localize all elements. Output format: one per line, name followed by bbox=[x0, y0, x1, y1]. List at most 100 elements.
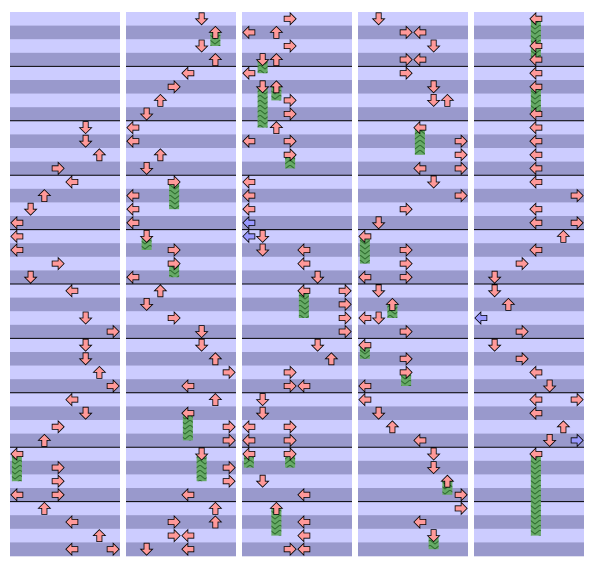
arrow-note bbox=[542, 379, 557, 393]
beat-stripe bbox=[358, 515, 468, 530]
arrow-note bbox=[269, 501, 284, 515]
beat-stripe bbox=[474, 148, 584, 162]
beat-stripe bbox=[474, 338, 584, 353]
arrow-note bbox=[358, 229, 372, 244]
beat-stripe bbox=[358, 134, 468, 149]
beat-stripe bbox=[10, 474, 120, 489]
arrow-note bbox=[487, 270, 502, 284]
beat-stripe bbox=[242, 297, 352, 312]
arrow-note bbox=[454, 501, 468, 516]
beat-stripe bbox=[126, 542, 236, 557]
beat-stripe bbox=[126, 107, 236, 122]
beat-stripe bbox=[242, 324, 352, 339]
beat-stripe bbox=[358, 311, 468, 326]
arrow-note bbox=[529, 79, 543, 94]
beat-stripe bbox=[126, 447, 236, 462]
arrow-note bbox=[529, 365, 543, 380]
hold-chevrons bbox=[530, 454, 541, 536]
beat-stripe bbox=[474, 501, 584, 516]
arrow-note bbox=[529, 52, 543, 67]
arrow-note bbox=[297, 542, 311, 557]
beat-stripe bbox=[474, 474, 584, 489]
arrow-note bbox=[283, 93, 297, 108]
arrow-note bbox=[399, 243, 413, 257]
beat-stripe bbox=[474, 379, 584, 394]
hold-chevrons bbox=[359, 345, 370, 359]
arrow-note bbox=[283, 107, 297, 121]
beat-stripe bbox=[242, 365, 352, 380]
beat-stripe bbox=[358, 433, 468, 448]
beat-stripe bbox=[242, 229, 352, 244]
arrow-note bbox=[208, 501, 223, 515]
arrow-note bbox=[283, 447, 297, 461]
arrow-note bbox=[242, 433, 256, 448]
arrow-note bbox=[181, 487, 195, 502]
panel bbox=[242, 11, 352, 557]
beat-stripe bbox=[474, 460, 584, 475]
arrow-note bbox=[454, 487, 468, 502]
beat-stripe bbox=[10, 52, 120, 67]
beat-stripe bbox=[474, 25, 584, 40]
beat-stripe bbox=[474, 433, 584, 448]
arrow-note bbox=[167, 311, 181, 325]
panel bbox=[358, 12, 468, 557]
beat-stripe bbox=[358, 229, 468, 244]
arrow-note bbox=[181, 542, 195, 557]
hold-chevrons bbox=[359, 236, 370, 264]
arrow-note bbox=[297, 243, 311, 257]
arrow-note bbox=[399, 351, 413, 366]
arrow-note bbox=[358, 270, 372, 285]
arrow-note bbox=[426, 94, 441, 107]
arrow-note bbox=[51, 161, 65, 176]
beat-stripe bbox=[10, 270, 120, 285]
beat-stripe bbox=[242, 202, 352, 217]
beat-stripe bbox=[10, 66, 120, 81]
hold-chevrons bbox=[243, 454, 254, 468]
arrow-note bbox=[310, 338, 325, 352]
arrow-note bbox=[283, 134, 297, 149]
beat-stripe bbox=[474, 66, 584, 81]
beat-stripe bbox=[10, 12, 120, 26]
arrow-note bbox=[51, 487, 65, 502]
beat-stripe bbox=[474, 52, 584, 67]
beat-stripe bbox=[10, 25, 120, 40]
arrow-note bbox=[78, 338, 93, 352]
arrow-note bbox=[242, 447, 256, 461]
beat-stripe bbox=[242, 392, 352, 407]
beat-stripe bbox=[126, 175, 236, 190]
arrow-note bbox=[10, 229, 24, 244]
beat-stripe bbox=[242, 447, 352, 462]
beat-stripe bbox=[474, 202, 584, 217]
beat-stripe bbox=[242, 256, 352, 271]
arrow-note bbox=[529, 147, 543, 162]
arrow-note bbox=[194, 12, 209, 26]
beat-stripe bbox=[10, 392, 120, 407]
arrow-note bbox=[222, 365, 236, 380]
arrow-note bbox=[255, 229, 270, 243]
beat-stripe bbox=[10, 188, 120, 203]
arrow-note bbox=[51, 474, 65, 489]
panel bbox=[126, 12, 236, 557]
arrow-note bbox=[358, 338, 372, 353]
arrow-note bbox=[194, 447, 209, 461]
arrow-note bbox=[269, 53, 284, 66]
hold-chevrons bbox=[257, 59, 268, 74]
beat-stripe bbox=[474, 39, 584, 54]
arrow-note bbox=[454, 161, 468, 176]
arrow-note bbox=[399, 270, 413, 285]
arrow-note bbox=[65, 542, 79, 557]
arrow-note bbox=[194, 338, 209, 352]
arrow-note bbox=[283, 11, 297, 26]
arrow-note bbox=[529, 447, 543, 461]
arrow-note bbox=[242, 202, 256, 217]
beat-stripe bbox=[242, 243, 352, 258]
beat-stripe bbox=[242, 474, 352, 489]
beat-stripe bbox=[126, 270, 236, 285]
arrow-note bbox=[242, 419, 256, 434]
arrow-note bbox=[106, 379, 120, 393]
beat-stripe bbox=[358, 501, 468, 516]
beat-stripe bbox=[10, 80, 120, 94]
beat-stripe bbox=[126, 120, 236, 135]
arrow-note bbox=[23, 270, 38, 284]
beat-stripe bbox=[474, 297, 584, 312]
